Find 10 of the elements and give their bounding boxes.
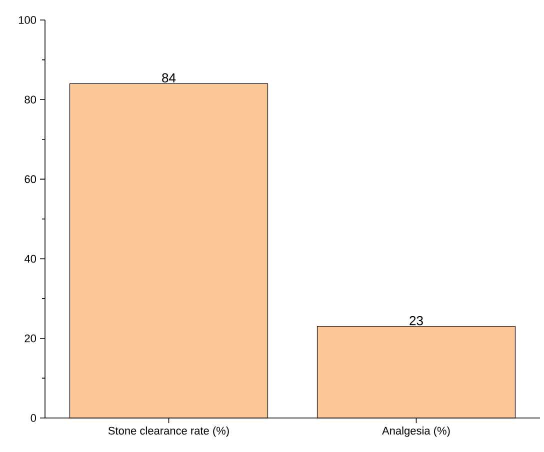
x-tick-label: Analgesia (%) (382, 426, 450, 437)
y-tick-label: 80 (24, 96, 36, 104)
x-tick-label: Stone clearance rate (%) (108, 426, 229, 437)
y-tick-label: 100 (18, 16, 36, 24)
y-tick-label: 0 (30, 414, 36, 422)
data-label: 84 (162, 73, 176, 82)
y-tick-label: 20 (24, 334, 36, 342)
data-label: 23 (410, 316, 423, 326)
y-tick-label: 40 (24, 254, 36, 263)
y-tick-label: 60 (24, 175, 36, 184)
